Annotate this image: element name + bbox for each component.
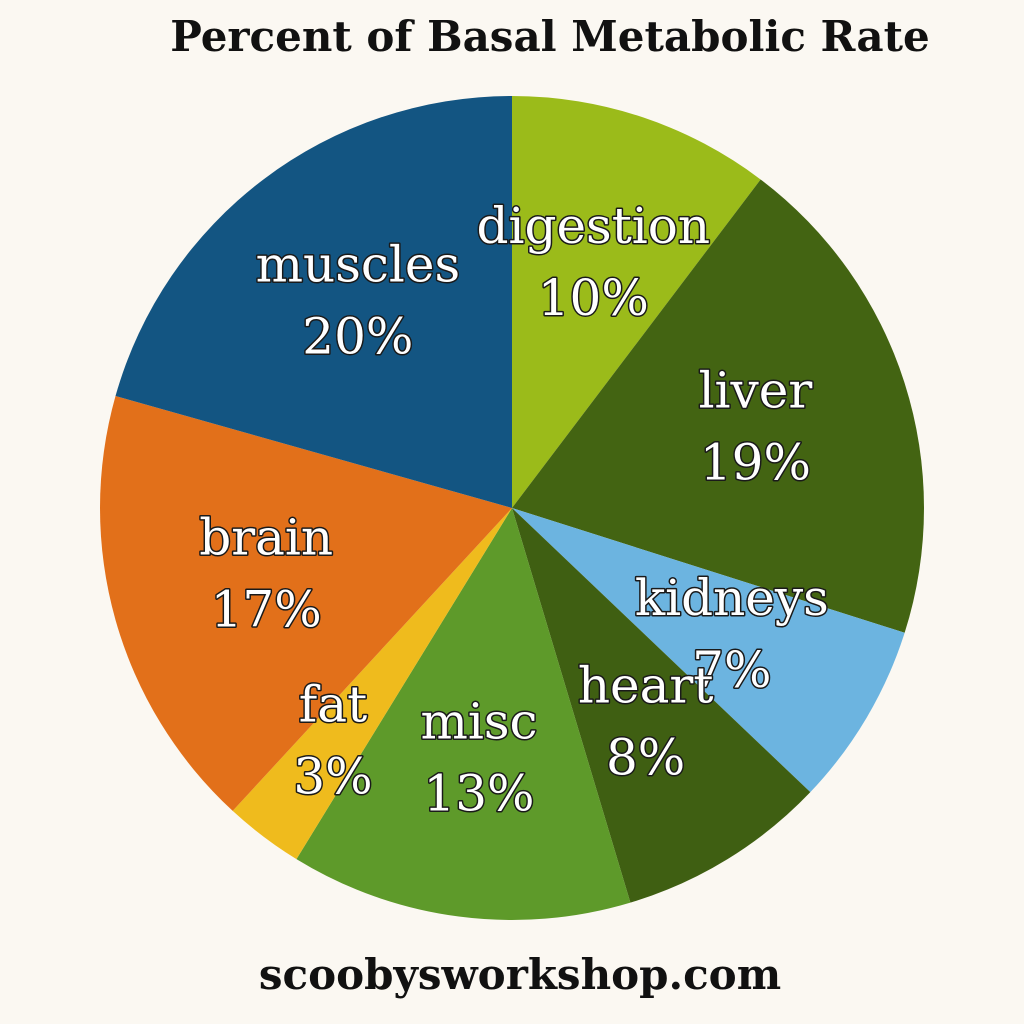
value-label: 3% bbox=[293, 748, 372, 806]
slice-label: heart bbox=[578, 657, 714, 715]
source: scoobysworkshop.com bbox=[259, 950, 781, 999]
slice bbox=[99, 396, 512, 811]
chart-title: Percent of Basal Metabolic Rate bbox=[170, 12, 930, 61]
labels: digestion 10% liver 19% kidneys 7%heart 8% misc… bbox=[198, 195, 831, 823]
slice-label: digestion bbox=[476, 197, 710, 255]
value-label: 7% bbox=[692, 641, 771, 699]
slice-label: muscles bbox=[256, 235, 461, 293]
slice bbox=[296, 508, 631, 921]
slice bbox=[512, 508, 811, 903]
value-label: 8% bbox=[606, 729, 685, 787]
slice bbox=[512, 179, 925, 633]
slice bbox=[512, 96, 761, 508]
pie bbox=[99, 96, 925, 921]
slice bbox=[232, 508, 512, 860]
slice-label: kidneys bbox=[635, 569, 829, 627]
value-label: 19% bbox=[700, 434, 811, 492]
slice-label: fat bbox=[299, 676, 367, 734]
value-label: 10% bbox=[538, 269, 649, 327]
slice-label: brain bbox=[199, 508, 333, 566]
value-label: 13% bbox=[423, 764, 534, 822]
slice-label: liver bbox=[699, 362, 813, 420]
slice-label: misc bbox=[420, 692, 537, 750]
slice bbox=[512, 508, 905, 793]
value-label: 20% bbox=[302, 307, 413, 365]
value-label: 17% bbox=[211, 580, 322, 638]
slice bbox=[115, 96, 513, 508]
